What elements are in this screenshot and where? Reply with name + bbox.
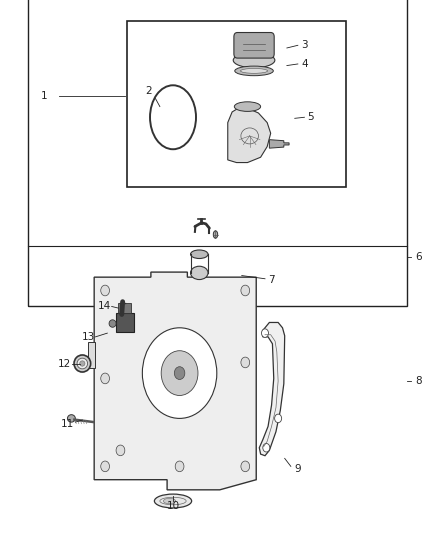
Text: 14: 14: [98, 302, 111, 311]
Bar: [127, 21, 346, 187]
Text: 4: 4: [301, 59, 308, 69]
Polygon shape: [94, 272, 256, 490]
Bar: [88, 342, 95, 368]
Circle shape: [263, 443, 270, 452]
Ellipse shape: [240, 68, 268, 74]
Circle shape: [241, 285, 250, 296]
Text: 5: 5: [307, 112, 314, 122]
Text: 6: 6: [415, 252, 422, 262]
Ellipse shape: [234, 102, 261, 111]
Bar: [28, 0, 407, 306]
Ellipse shape: [163, 498, 176, 504]
Ellipse shape: [191, 266, 208, 279]
Circle shape: [175, 461, 184, 472]
Text: 3: 3: [301, 41, 308, 50]
Text: 1: 1: [40, 91, 47, 101]
Ellipse shape: [233, 53, 275, 68]
Circle shape: [101, 461, 110, 472]
Circle shape: [275, 414, 282, 423]
Text: 10: 10: [166, 502, 180, 511]
Circle shape: [241, 357, 250, 368]
FancyBboxPatch shape: [234, 33, 274, 58]
Text: 7: 7: [268, 275, 275, 285]
Ellipse shape: [77, 358, 88, 369]
Ellipse shape: [109, 320, 116, 327]
Ellipse shape: [235, 66, 273, 76]
Circle shape: [116, 445, 125, 456]
Text: 13: 13: [82, 332, 95, 342]
Ellipse shape: [154, 494, 192, 508]
Polygon shape: [228, 107, 271, 163]
Ellipse shape: [191, 250, 208, 259]
Ellipse shape: [67, 415, 75, 422]
Polygon shape: [269, 140, 289, 148]
Text: 11: 11: [61, 419, 74, 429]
Bar: [118, 303, 131, 313]
Text: 9: 9: [294, 464, 301, 474]
Ellipse shape: [213, 231, 218, 238]
Circle shape: [142, 328, 217, 418]
Circle shape: [101, 285, 110, 296]
Ellipse shape: [80, 361, 85, 366]
Text: 8: 8: [415, 376, 422, 386]
Text: 2: 2: [145, 86, 152, 95]
Ellipse shape: [74, 355, 91, 372]
Circle shape: [174, 367, 185, 379]
Bar: [116, 313, 134, 332]
Circle shape: [101, 373, 110, 384]
Text: 12: 12: [58, 359, 71, 368]
Polygon shape: [259, 322, 285, 456]
Circle shape: [161, 351, 198, 395]
Circle shape: [241, 461, 250, 472]
Circle shape: [261, 329, 268, 337]
